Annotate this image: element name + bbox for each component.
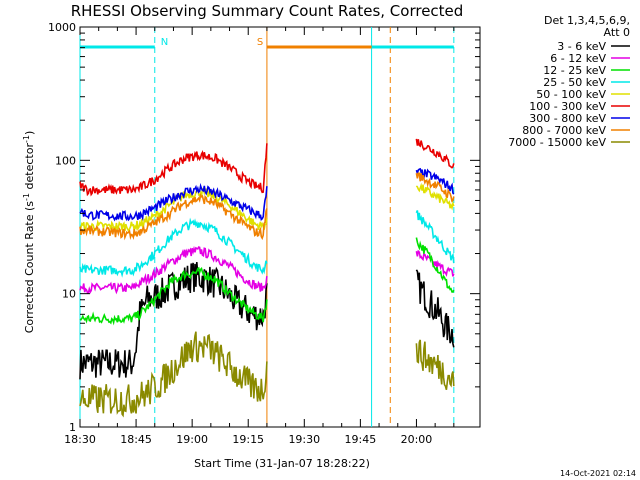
- x-tick-label: 18:45: [120, 433, 152, 446]
- series-line: [79, 186, 268, 233]
- y-tick-label: 100: [55, 154, 76, 167]
- series-line: [415, 167, 455, 195]
- series-line: [415, 249, 455, 278]
- y-tick-label: 1: [69, 421, 76, 434]
- series-line: [79, 331, 268, 418]
- chart-title: RHESSI Observing Summary Count Rates, Co…: [71, 2, 464, 20]
- y-axis-label: Corrected Count Rate (s-1 detector-1): [22, 131, 36, 334]
- observing-bar-letter: N: [161, 37, 168, 48]
- x-axis-label: Start Time (31-Jan-07 18:28:22): [194, 457, 370, 470]
- series-line: [415, 182, 455, 211]
- series-line: [79, 217, 268, 278]
- legend-entry-label: 50 - 100 keV: [536, 88, 606, 101]
- legend-entry-label: 12 - 25 keV: [543, 64, 606, 77]
- x-tick-label: 20:00: [401, 433, 433, 446]
- plot-axes: [79, 26, 481, 428]
- series-line: [415, 172, 455, 203]
- y-tick-label: 10: [62, 288, 76, 301]
- series-layer: [79, 138, 455, 418]
- series-line: [415, 269, 455, 348]
- legend-entry-label: 25 - 50 keV: [543, 76, 606, 89]
- legend-header: Att 0: [604, 26, 630, 39]
- legend-entry-label: 3 - 6 keV: [557, 40, 606, 53]
- x-tick-label: 19:45: [345, 433, 377, 446]
- legend-entry-label: 300 - 800 keV: [529, 112, 606, 125]
- footer-timestamp: 14-Oct-2021 02:14: [560, 469, 636, 478]
- x-tick-label: 19:00: [176, 433, 208, 446]
- legend-entry-label: 100 - 300 keV: [529, 100, 606, 113]
- y-tick-label: 1000: [48, 21, 76, 34]
- series-line: [415, 339, 455, 391]
- legend-entry-label: 7000 - 15000 keV: [508, 136, 606, 149]
- x-tick-label: 18:30: [64, 433, 96, 446]
- series-line: [79, 182, 268, 222]
- legend-entry-label: 6 - 12 keV: [550, 52, 606, 65]
- series-line: [415, 138, 455, 169]
- legend-header: Det 1,3,4,5,6,9,: [544, 14, 630, 27]
- axis-ticks: 18:30 18:45 19:00 19:15 19:30 19:45 20:00 1 10 10…: [48, 21, 480, 446]
- observing-bar-letter: S: [257, 37, 263, 48]
- series-line: [415, 237, 455, 293]
- series-line: [79, 193, 268, 241]
- plot-frame: [79, 26, 481, 428]
- series-line: [79, 143, 268, 197]
- legend-entry-label: 800 - 7000 keV: [522, 124, 606, 137]
- series-line: [79, 266, 268, 326]
- x-tick-label: 19:30: [288, 433, 320, 446]
- x-tick-label: 19:15: [232, 433, 264, 446]
- series-line: [79, 245, 268, 295]
- series-line: [415, 210, 455, 264]
